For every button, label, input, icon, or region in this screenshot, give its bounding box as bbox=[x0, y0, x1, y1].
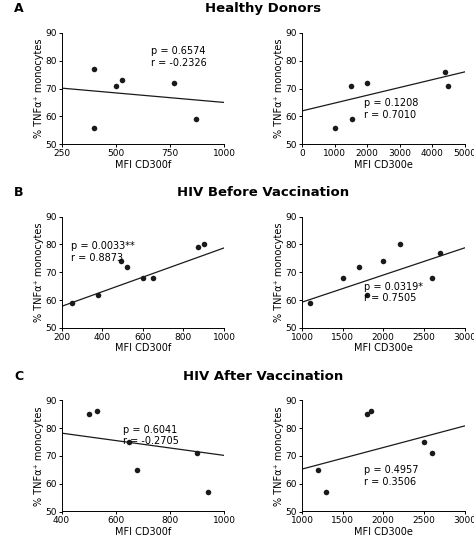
Point bbox=[68, 299, 75, 307]
Point bbox=[347, 81, 355, 90]
Point bbox=[194, 243, 201, 251]
Point bbox=[204, 488, 211, 497]
Point bbox=[315, 465, 322, 474]
Point bbox=[200, 240, 208, 249]
Point bbox=[420, 438, 428, 447]
Point bbox=[91, 65, 98, 74]
Text: HIV After Vaccination: HIV After Vaccination bbox=[183, 370, 343, 383]
Text: C: C bbox=[14, 370, 23, 383]
Point bbox=[428, 273, 436, 282]
Point bbox=[349, 115, 356, 124]
X-axis label: MFI CD300e: MFI CD300e bbox=[354, 160, 413, 169]
Point bbox=[363, 410, 371, 419]
Point bbox=[91, 123, 98, 132]
Point bbox=[134, 465, 141, 474]
Point bbox=[428, 449, 436, 458]
Point bbox=[306, 299, 314, 307]
Text: B: B bbox=[14, 186, 24, 199]
Y-axis label: % TNFα⁺ monocytes: % TNFα⁺ monocytes bbox=[274, 223, 284, 322]
Point bbox=[126, 438, 133, 447]
Point bbox=[323, 488, 330, 497]
Point bbox=[437, 249, 444, 257]
X-axis label: MFI CD300f: MFI CD300f bbox=[115, 527, 171, 537]
Y-axis label: % TNFα⁺ monocytes: % TNFα⁺ monocytes bbox=[34, 39, 44, 139]
Point bbox=[139, 273, 146, 282]
Point bbox=[192, 115, 200, 124]
Point bbox=[85, 410, 92, 419]
X-axis label: MFI CD300f: MFI CD300f bbox=[115, 343, 171, 353]
Point bbox=[396, 240, 403, 249]
Point bbox=[117, 257, 124, 266]
Text: Healthy Donors: Healthy Donors bbox=[205, 2, 321, 15]
X-axis label: MFI CD300e: MFI CD300e bbox=[354, 343, 413, 353]
Text: p = 0.4957
r = 0.3506: p = 0.4957 r = 0.3506 bbox=[364, 465, 418, 487]
Point bbox=[339, 273, 346, 282]
Point bbox=[367, 407, 375, 416]
Point bbox=[94, 290, 102, 299]
Point bbox=[355, 262, 363, 271]
Point bbox=[118, 76, 126, 85]
Point bbox=[331, 123, 338, 132]
Text: p = 0.0319*
r = 0.7505: p = 0.0319* r = 0.7505 bbox=[364, 282, 423, 304]
Y-axis label: % TNFα⁺ monocytes: % TNFα⁺ monocytes bbox=[34, 406, 44, 505]
Text: HIV Before Vaccination: HIV Before Vaccination bbox=[177, 186, 349, 199]
Text: p = 0.6041
r = -0.2705: p = 0.6041 r = -0.2705 bbox=[123, 425, 179, 446]
Point bbox=[445, 81, 452, 90]
Point bbox=[112, 81, 119, 90]
Point bbox=[171, 79, 178, 87]
Point bbox=[363, 79, 371, 87]
Point bbox=[380, 257, 387, 266]
Point bbox=[441, 68, 449, 76]
Text: p = 0.1208
r = 0.7010: p = 0.1208 r = 0.7010 bbox=[364, 98, 418, 120]
Point bbox=[149, 273, 157, 282]
Point bbox=[363, 290, 371, 299]
Y-axis label: % TNFα⁺ monocytes: % TNFα⁺ monocytes bbox=[34, 223, 44, 322]
Point bbox=[93, 407, 100, 416]
Y-axis label: % TNFα⁺ monocytes: % TNFα⁺ monocytes bbox=[274, 406, 284, 505]
Point bbox=[123, 262, 130, 271]
Point bbox=[193, 449, 201, 458]
Text: p = 0.6574
r = -0.2326: p = 0.6574 r = -0.2326 bbox=[151, 46, 207, 68]
X-axis label: MFI CD300f: MFI CD300f bbox=[115, 160, 171, 169]
X-axis label: MFI CD300e: MFI CD300e bbox=[354, 527, 413, 537]
Y-axis label: % TNFα⁺ monocytes: % TNFα⁺ monocytes bbox=[274, 39, 284, 139]
Text: p = 0.0033**
r = 0.8873: p = 0.0033** r = 0.8873 bbox=[72, 241, 135, 263]
Text: A: A bbox=[14, 2, 24, 15]
